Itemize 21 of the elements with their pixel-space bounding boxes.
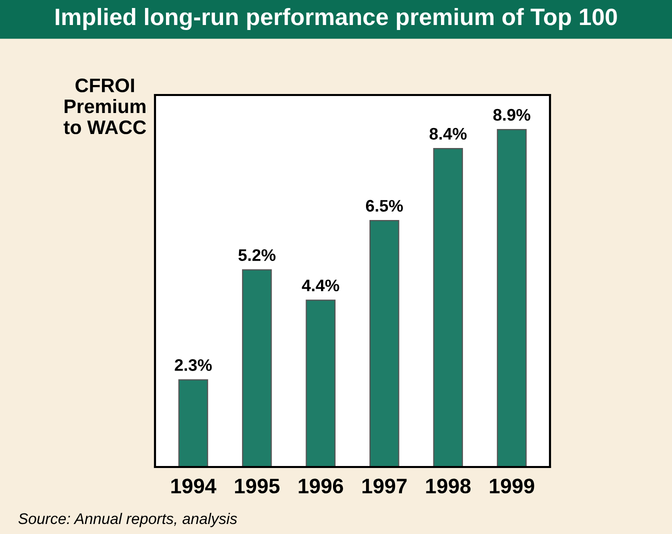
y-axis-title: CFROI Premium to WACC: [64, 78, 146, 134]
bar: [369, 220, 400, 467]
x-tick-label: 1996: [298, 478, 344, 494]
data-label: 8.9%: [493, 108, 530, 121]
data-label: 8.4%: [430, 128, 467, 140]
source-note: Source: Annual reports, analysis: [18, 512, 238, 528]
bar: [306, 300, 336, 467]
bar: [242, 269, 272, 467]
data-label: 6.5%: [366, 200, 403, 212]
x-tick-label: 1994: [171, 478, 216, 494]
data-label: 2.3%: [174, 359, 212, 371]
data-label: 4.4%: [302, 280, 340, 292]
data-label: 5.2%: [238, 249, 276, 262]
bar: [496, 129, 527, 467]
chart-title: Implied long-run performance premium of Top 100: [56, 8, 617, 30]
x-tick-label: 1998: [426, 478, 471, 494]
x-tick-label: 1999: [490, 478, 534, 494]
bar: [178, 379, 208, 467]
bar: [433, 148, 463, 467]
x-tick-label: 1995: [235, 478, 280, 494]
x-tick-label: 1997: [362, 478, 407, 494]
